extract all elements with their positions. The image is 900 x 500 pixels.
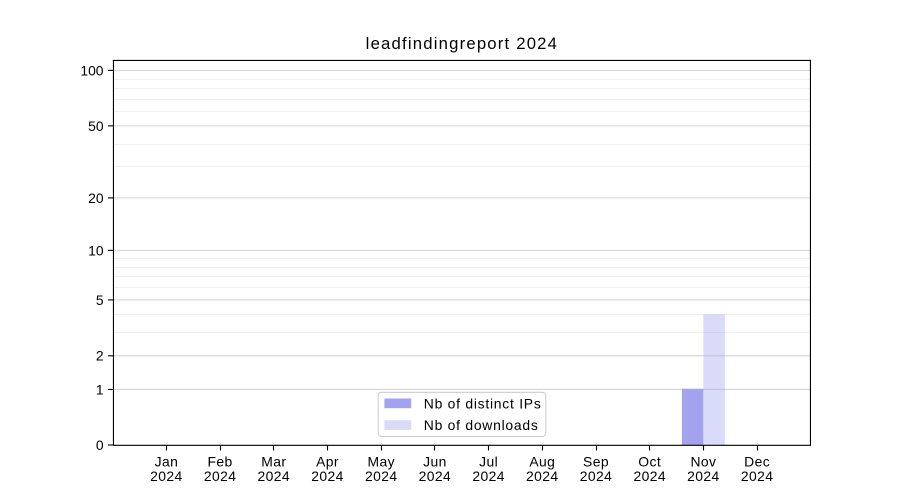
svg-text:2024: 2024: [741, 468, 774, 484]
svg-text:May: May: [367, 453, 394, 469]
svg-text:Sep: Sep: [583, 453, 609, 469]
svg-text:Jul: Jul: [479, 453, 498, 469]
svg-text:2024: 2024: [633, 468, 666, 484]
svg-text:2: 2: [96, 348, 104, 364]
svg-text:Jan: Jan: [155, 453, 179, 469]
svg-text:leadfindingreport 2024: leadfindingreport 2024: [366, 34, 558, 53]
svg-text:Nb of downloads: Nb of downloads: [424, 417, 539, 433]
svg-text:Aug: Aug: [529, 453, 555, 469]
svg-text:2024: 2024: [472, 468, 505, 484]
svg-text:0: 0: [96, 437, 104, 453]
svg-text:50: 50: [88, 118, 104, 134]
svg-text:5: 5: [96, 292, 104, 308]
svg-text:Jun: Jun: [423, 453, 447, 469]
svg-text:10: 10: [88, 242, 104, 258]
svg-text:Nov: Nov: [690, 453, 716, 469]
svg-text:Apr: Apr: [316, 453, 339, 469]
svg-text:2024: 2024: [419, 468, 452, 484]
svg-text:20: 20: [88, 190, 104, 206]
svg-text:Mar: Mar: [261, 453, 286, 469]
svg-text:2024: 2024: [365, 468, 398, 484]
svg-text:2024: 2024: [687, 468, 720, 484]
svg-text:2024: 2024: [150, 468, 183, 484]
svg-text:2024: 2024: [526, 468, 559, 484]
svg-text:Nb of distinct IPs: Nb of distinct IPs: [424, 395, 542, 411]
svg-text:2024: 2024: [311, 468, 344, 484]
svg-text:100: 100: [80, 62, 103, 78]
svg-text:2024: 2024: [580, 468, 613, 484]
svg-text:Feb: Feb: [208, 453, 233, 469]
svg-text:2024: 2024: [258, 468, 291, 484]
svg-text:1: 1: [96, 381, 104, 397]
svg-text:Oct: Oct: [638, 453, 661, 469]
svg-text:Dec: Dec: [744, 453, 770, 469]
svg-text:2024: 2024: [204, 468, 237, 484]
